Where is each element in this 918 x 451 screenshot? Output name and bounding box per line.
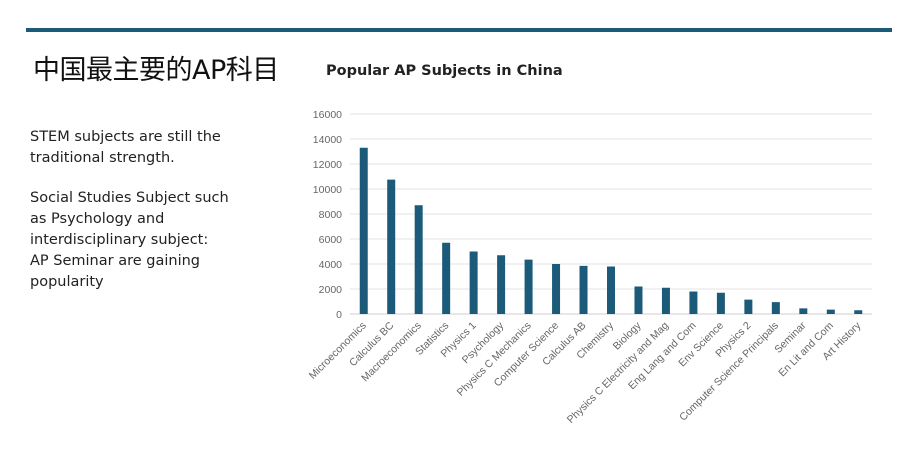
y-tick-label: 6000 xyxy=(319,234,343,246)
bar xyxy=(634,286,643,314)
slide-title: 中国最主要的AP科目 xyxy=(33,55,279,86)
bar xyxy=(497,255,506,314)
bar xyxy=(799,308,808,314)
y-tick-label: 8000 xyxy=(319,209,343,221)
bar xyxy=(414,205,423,314)
bar xyxy=(689,291,698,314)
bar xyxy=(524,259,533,314)
y-tick-label: 14000 xyxy=(313,134,342,146)
y-tick-label: 2000 xyxy=(319,284,343,296)
bar xyxy=(387,179,396,314)
y-tick-label: 0 xyxy=(336,309,342,321)
y-tick-label: 4000 xyxy=(319,259,343,271)
bar xyxy=(661,287,670,314)
bar xyxy=(552,264,561,314)
bars xyxy=(359,147,863,314)
y-tick-label: 12000 xyxy=(313,159,342,171)
bullet-stem: STEM subjects are still the traditional … xyxy=(30,129,221,166)
bar xyxy=(716,292,725,314)
bar xyxy=(607,266,615,314)
bar xyxy=(854,310,863,314)
bar xyxy=(579,265,588,314)
bar xyxy=(442,242,451,314)
y-tick-label: 16000 xyxy=(313,109,342,121)
bar xyxy=(771,302,780,314)
bar xyxy=(359,147,368,314)
chart-title: Popular AP Subjects in China xyxy=(326,63,563,79)
y-tick-label: 10000 xyxy=(313,184,342,196)
bar xyxy=(744,299,753,314)
bullet-social-studies: Social Studies Subject such as Psycholog… xyxy=(30,190,229,290)
bar xyxy=(826,309,835,314)
top-accent-bar xyxy=(26,28,892,32)
y-axis-ticks: 0 2000 4000 6000 8000 10000 12000 14000 16000 xyxy=(313,109,342,321)
bar xyxy=(469,251,478,314)
